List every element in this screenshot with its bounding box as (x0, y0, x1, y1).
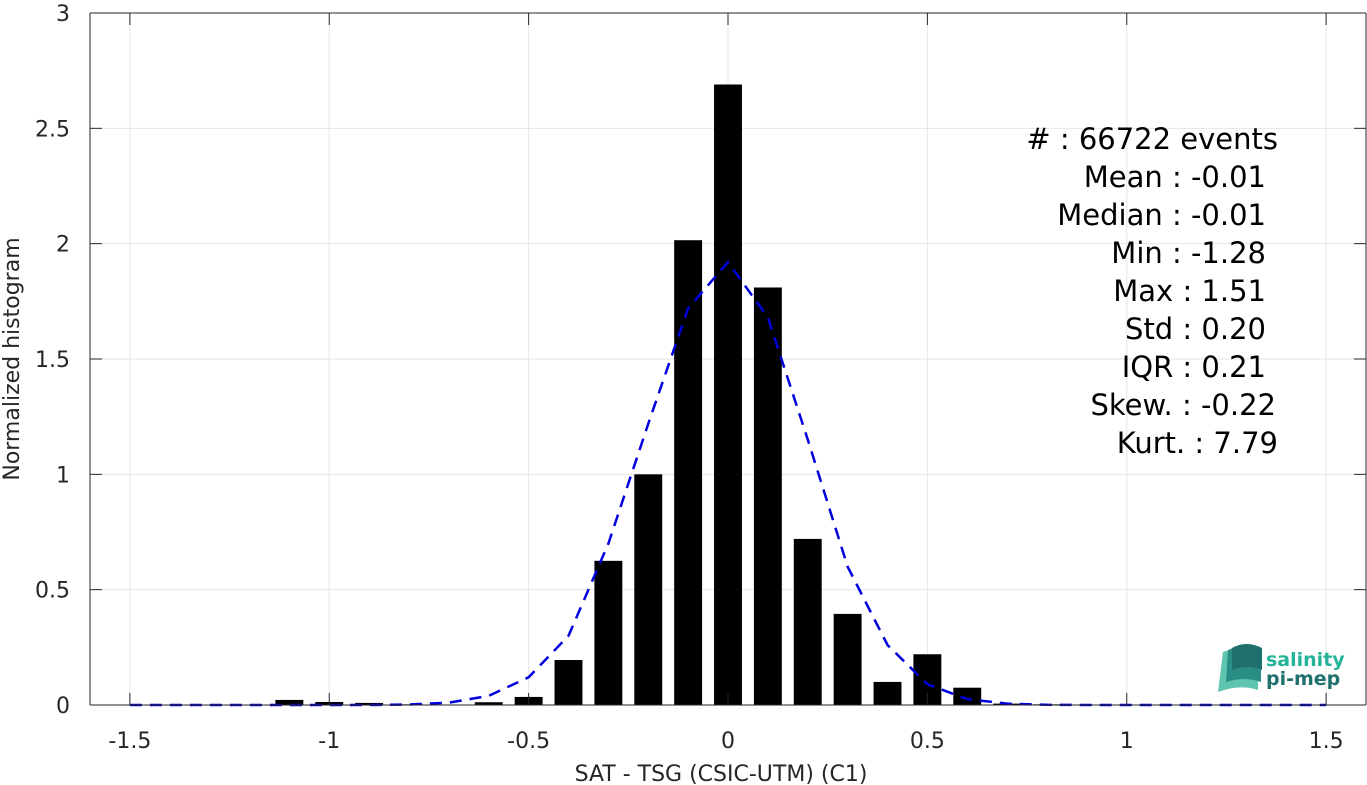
histogram-bar (594, 560, 623, 705)
histogram-bar (753, 287, 782, 705)
logo-line-2: pi-mep (1266, 668, 1340, 690)
histogram-bar (714, 84, 742, 706)
salinity-pi-mep-logo: salinity pi-mep (1218, 644, 1345, 692)
statistics-box: # : 66722 events Mean : -0.01 Median : -0.… (1026, 122, 1278, 460)
y-tick-label: 0.5 (35, 579, 70, 604)
histogram-bar (953, 687, 982, 705)
histogram-bar (554, 660, 583, 705)
y-tick-label: 1.5 (35, 348, 70, 373)
x-tick-label: 0.5 (910, 729, 945, 754)
y-tick-label: 1 (56, 463, 70, 488)
stat-line: Min : -1.28 (1111, 236, 1266, 270)
stat-line: Std : 0.20 (1125, 312, 1266, 346)
histogram-bar (355, 702, 384, 705)
stat-line: Median : -0.01 (1057, 198, 1266, 232)
x-tick-label: -0.5 (507, 729, 550, 754)
x-tick-labels: -1.5 -1 -0.5 0 0.5 1 1.5 (108, 729, 1343, 754)
stat-line: Max : 1.51 (1113, 274, 1266, 308)
stat-line: Kurt. : 7.79 (1117, 426, 1278, 460)
histogram-bar (833, 613, 862, 705)
y-tick-label: 2 (56, 233, 70, 258)
x-tick-label: -1 (318, 729, 340, 754)
stat-line: Mean : -0.01 (1084, 160, 1266, 194)
stat-line: IQR : 0.21 (1122, 350, 1266, 384)
y-tick-label: 2.5 (35, 117, 70, 142)
stat-line: Skew. : -0.22 (1090, 388, 1276, 422)
x-tick-label: 1.5 (1309, 729, 1344, 754)
histogram-bar (634, 474, 663, 705)
stat-line: # : 66722 events (1026, 122, 1278, 156)
histogram-bar (275, 699, 304, 705)
x-tick-label: 1 (1120, 729, 1134, 754)
y-tick-label: 3 (56, 2, 70, 27)
histogram-bars (275, 84, 1341, 706)
logo-line-1: salinity (1266, 649, 1345, 671)
axes-frame (89, 12, 1367, 706)
histogram-bar (674, 240, 703, 705)
x-axis-label: SAT - TSG (CSIC-UTM) (C1) (575, 762, 868, 785)
y-tick-labels: 0 0.5 1 1.5 2 2.5 3 (35, 2, 70, 719)
y-axis-label: Normalized histogram (0, 237, 25, 480)
histogram-bar (474, 702, 503, 705)
histogram-bar (793, 538, 822, 705)
x-tick-label: 0 (721, 729, 735, 754)
histogram-bar (873, 681, 902, 705)
wave-logo-icon (1218, 644, 1262, 692)
x-tick-label: -1.5 (108, 729, 151, 754)
y-tick-label: 0 (56, 694, 70, 719)
